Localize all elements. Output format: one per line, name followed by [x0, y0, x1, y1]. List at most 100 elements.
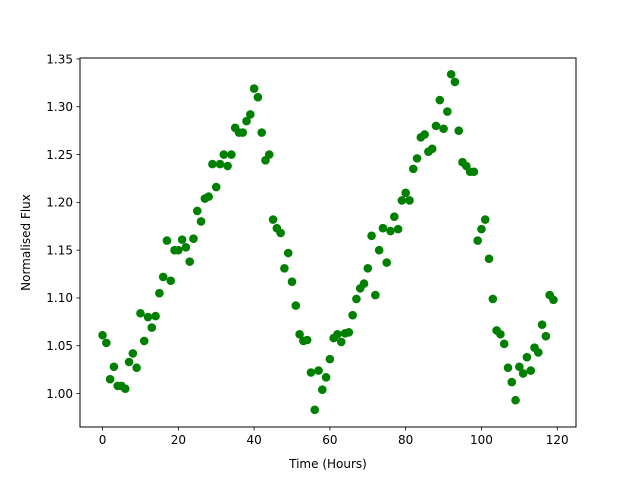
data-point: [374, 245, 384, 255]
data-point: [405, 196, 414, 205]
data-point: [162, 236, 172, 245]
data-point: [276, 228, 285, 238]
data-point: [431, 121, 441, 131]
data-point: [480, 215, 490, 224]
data-point: [427, 144, 437, 154]
y-tick-label: 1.15: [46, 243, 73, 257]
data-point: [128, 349, 138, 358]
data-point: [371, 290, 380, 300]
data-point: [124, 357, 134, 367]
data-point: [257, 128, 266, 137]
data-point: [450, 77, 460, 87]
data-point: [352, 294, 361, 304]
data-point: [158, 272, 168, 282]
data-point: [219, 150, 229, 159]
data-point: [496, 329, 505, 339]
data-point: [98, 330, 107, 340]
data-point: [223, 161, 232, 171]
y-tick-label: 1.00: [46, 387, 73, 401]
data-point: [268, 215, 278, 224]
x-tick-label: 80: [398, 433, 413, 447]
data-point: [151, 311, 160, 321]
data-point: [412, 154, 422, 163]
data-point: [522, 352, 532, 362]
data-point: [109, 362, 119, 372]
x-tick-label: 60: [322, 433, 337, 447]
data-point: [174, 245, 183, 255]
data-point: [537, 320, 547, 330]
data-point: [446, 69, 456, 79]
data-point: [253, 92, 263, 102]
x-tick-label: 0: [99, 433, 107, 447]
data-point: [473, 236, 482, 245]
data-point: [534, 348, 543, 357]
data-point: [283, 248, 293, 258]
data-point: [469, 167, 479, 177]
data-point: [484, 254, 494, 264]
data-point: [280, 264, 289, 273]
data-point: [102, 338, 111, 348]
data-point: [302, 335, 312, 345]
data-point: [378, 223, 388, 233]
data-point: [139, 336, 149, 346]
data-point: [348, 310, 357, 320]
data-point: [518, 369, 528, 378]
data-point: [246, 110, 255, 119]
data-point: [511, 395, 520, 405]
data-point: [333, 329, 342, 339]
data-point: [336, 337, 346, 347]
y-axis-label: Normalised Flux: [19, 194, 33, 291]
data-point: [477, 224, 486, 234]
x-axis-ticks: 0 20 40 60 80 100 120: [99, 427, 569, 447]
data-point: [189, 234, 198, 243]
data-point: [264, 150, 274, 159]
x-tick-label: 40: [246, 433, 261, 447]
data-point: [386, 226, 395, 236]
data-point: [291, 301, 301, 310]
data-point: [344, 328, 354, 337]
data-point: [155, 288, 164, 298]
data-point: [211, 182, 221, 192]
data-point: [318, 385, 327, 395]
data-point: [549, 295, 558, 305]
data-point: [185, 257, 194, 266]
data-point: [132, 363, 141, 373]
data-point: [181, 242, 191, 252]
data-point: [435, 95, 445, 105]
data-point: [204, 192, 213, 201]
data-point: [325, 354, 335, 364]
y-axis-ticks: 1.00 1.05 1.10 1.15 1.20 1.25 1.30 1.35: [46, 52, 80, 401]
data-point: [488, 294, 498, 304]
data-point: [147, 323, 157, 332]
data-point: [397, 196, 407, 205]
y-tick-label: 1.10: [46, 291, 73, 305]
data-point: [249, 84, 259, 93]
y-tick-label: 1.30: [46, 100, 73, 114]
data-point: [105, 374, 115, 384]
data-point: [136, 308, 145, 318]
x-tick-label: 20: [171, 433, 186, 447]
data-point: [507, 377, 517, 387]
data-point: [143, 312, 153, 322]
y-tick-label: 1.05: [46, 339, 73, 353]
data-point: [382, 258, 392, 267]
data-point: [196, 217, 206, 226]
data-point: [359, 279, 369, 288]
data-point: [499, 339, 509, 349]
data-point: [238, 128, 248, 137]
x-tick-label: 100: [470, 433, 493, 447]
data-point: [295, 329, 304, 339]
data-point: [367, 231, 376, 241]
data-point: [541, 331, 551, 341]
data-point: [526, 366, 536, 375]
data-point: [439, 124, 448, 134]
y-tick-label: 1.20: [46, 196, 73, 210]
data-point: [166, 276, 176, 286]
data-point: [306, 368, 316, 377]
data-point: [310, 405, 320, 415]
data-point: [443, 107, 452, 116]
data-point: [393, 224, 403, 234]
